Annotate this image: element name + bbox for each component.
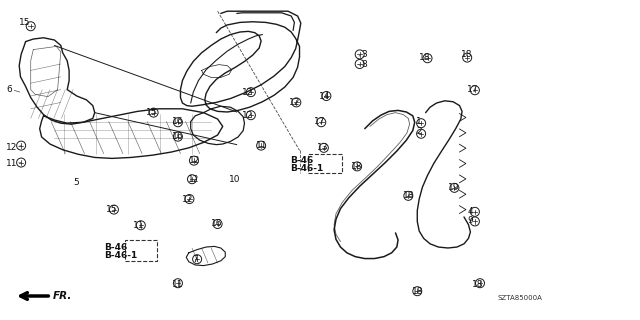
Text: 8: 8 [362,60,367,68]
Text: 15: 15 [146,108,157,116]
Text: 16: 16 [211,220,223,228]
Text: 16: 16 [172,132,183,140]
Text: 12: 12 [242,88,253,97]
Text: 16: 16 [172,117,183,126]
Text: 7: 7 [192,255,198,264]
Bar [125,240,157,261]
Text: 14: 14 [319,92,330,100]
Text: 11: 11 [6,159,18,168]
Text: 12: 12 [189,156,200,164]
Text: 1: 1 [416,117,422,126]
Text: 11: 11 [133,221,145,230]
Text: 10: 10 [229,175,241,184]
Text: 18: 18 [419,53,431,62]
Text: 18: 18 [351,162,362,171]
Text: 18: 18 [472,280,484,289]
Text: 5: 5 [74,178,79,187]
Text: 17: 17 [467,85,479,94]
Text: SZTA85000A: SZTA85000A [498,295,543,301]
Text: 18: 18 [403,191,415,200]
Text: 13: 13 [317,143,328,152]
Text: 15: 15 [106,205,117,214]
Text: B-46-1: B-46-1 [104,252,138,260]
Text: 15: 15 [19,18,31,27]
Text: FR.: FR. [52,291,72,301]
Bar [308,154,342,173]
Text: 12: 12 [242,111,253,120]
Text: 12: 12 [182,195,194,204]
Text: 19: 19 [448,183,460,192]
Text: B-46-1: B-46-1 [290,164,323,172]
Text: 3: 3 [362,50,367,59]
Text: 2: 2 [416,127,422,136]
Text: 11: 11 [256,141,268,150]
Text: 9: 9 [467,216,473,225]
Text: 12: 12 [6,143,18,152]
Text: 18: 18 [461,50,472,59]
Text: 18: 18 [412,287,423,296]
Text: 11: 11 [172,280,183,289]
Text: 12: 12 [188,175,199,184]
Text: 6: 6 [6,85,12,94]
Text: 12: 12 [289,98,301,107]
Text: 17: 17 [314,117,325,126]
Text: B-46: B-46 [290,156,313,164]
Text: B-46: B-46 [104,244,127,252]
Text: 4: 4 [467,207,473,216]
